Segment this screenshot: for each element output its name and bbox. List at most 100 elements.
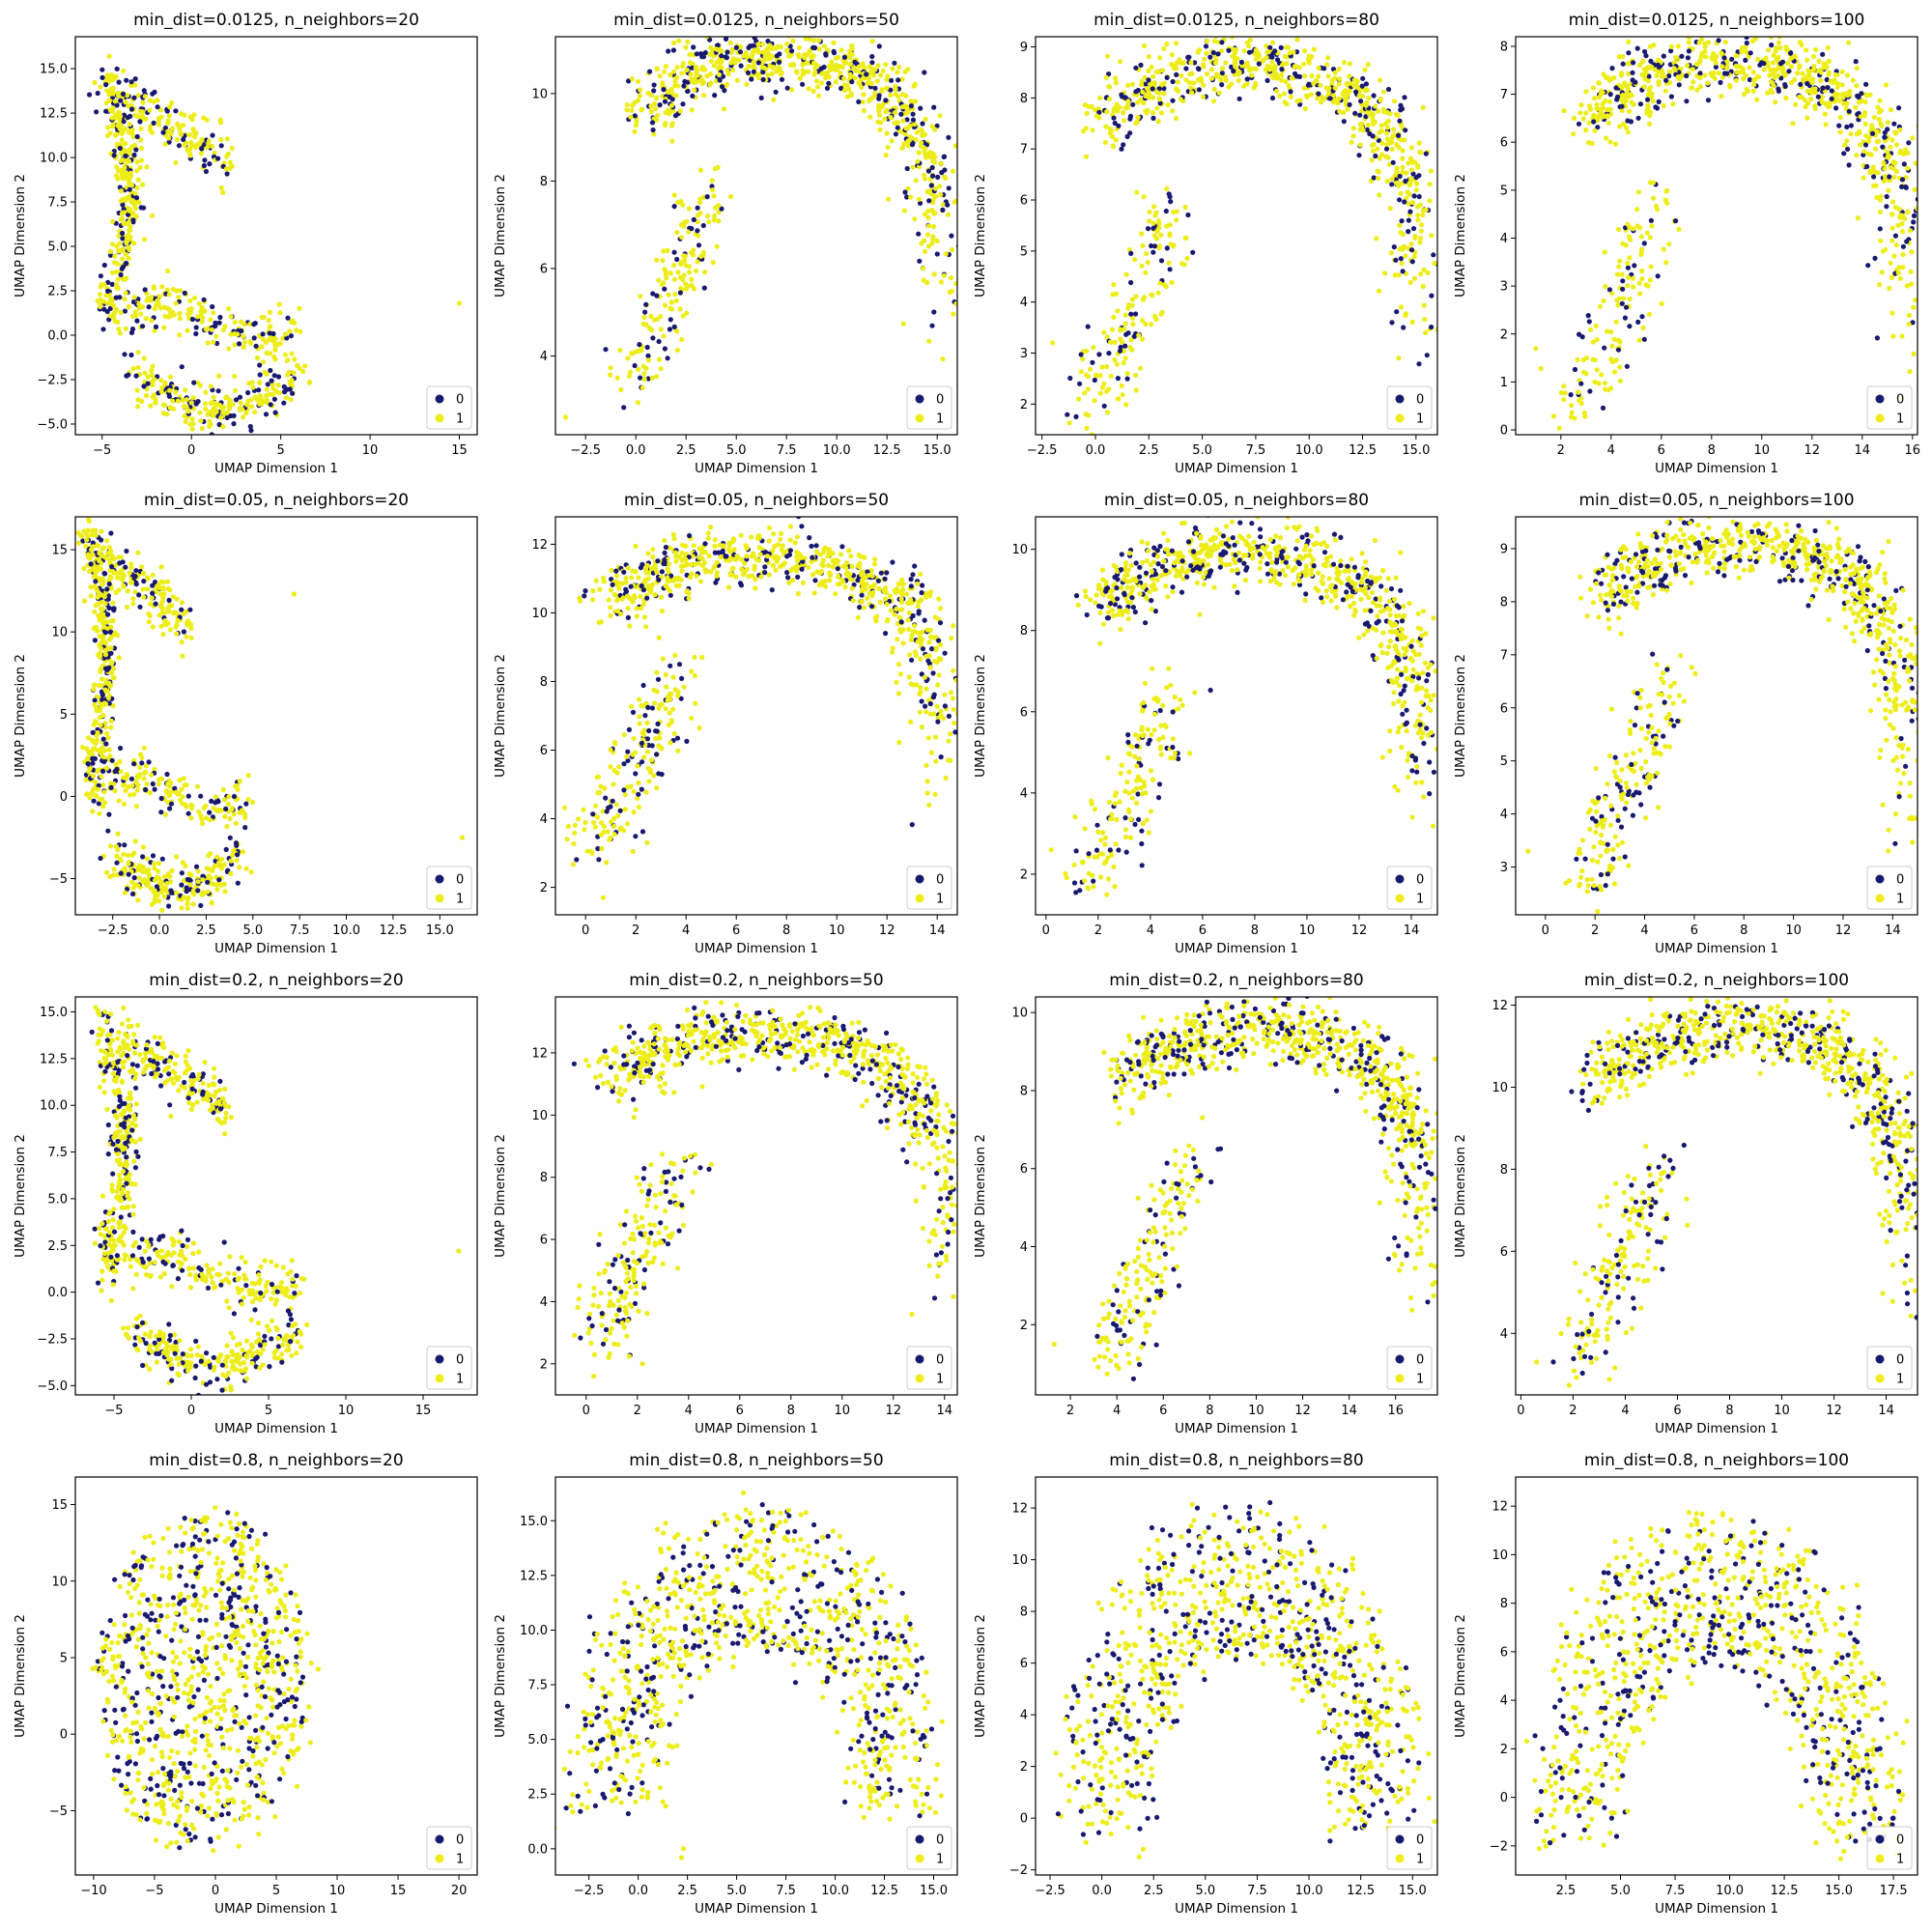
point-class-1 (164, 305, 170, 311)
point-class-1 (623, 580, 629, 585)
point-class-0 (719, 53, 724, 59)
point-class-1 (912, 216, 918, 222)
point-class-1 (261, 359, 267, 365)
point-class-0 (90, 755, 96, 761)
point-class-0 (185, 810, 191, 816)
point-class-0 (1400, 269, 1406, 274)
y-tick-label: 5.0 (47, 241, 68, 255)
point-class-1 (118, 198, 124, 204)
point-class-1 (275, 383, 281, 388)
point-class-1 (135, 93, 142, 99)
point-class-1 (1595, 117, 1601, 124)
point-class-1 (914, 129, 920, 135)
point-class-1 (185, 896, 190, 903)
point-class-1 (919, 128, 924, 133)
point-class-1 (655, 316, 661, 322)
point-class-1 (138, 157, 144, 163)
point-class-1 (111, 675, 117, 681)
point-class-1 (932, 211, 938, 216)
point-class-0 (1167, 267, 1173, 272)
point-class-1 (1599, 372, 1605, 378)
point-class-0 (1656, 99, 1662, 104)
point-class-1 (90, 747, 96, 753)
y-tick-label: 3 (1020, 347, 1028, 361)
point-class-1 (841, 60, 848, 66)
point-class-1 (880, 102, 886, 108)
point-class-1 (1105, 410, 1111, 415)
point-class-1 (1921, 229, 1923, 234)
point-class-1 (1647, 277, 1653, 283)
point-class-0 (1869, 130, 1876, 136)
point-class-1 (97, 551, 102, 556)
point-class-1 (912, 99, 919, 104)
point-class-1 (1750, 88, 1756, 94)
point-class-1 (1776, 37, 1782, 40)
point-class-0 (166, 597, 172, 603)
point-class-0 (1163, 208, 1169, 214)
point-class-0 (1363, 81, 1369, 87)
point-class-1 (119, 130, 125, 136)
point-class-1 (1822, 111, 1828, 117)
point-class-1 (247, 321, 253, 327)
point-class-0 (1628, 119, 1634, 125)
point-class-1 (648, 108, 654, 114)
point-class-1 (1398, 137, 1404, 143)
point-class-1 (240, 414, 246, 420)
point-class-0 (172, 785, 178, 791)
point-class-1 (1839, 69, 1845, 74)
point-class-0 (103, 108, 109, 114)
point-class-0 (131, 95, 137, 100)
point-class-0 (109, 281, 115, 287)
point-class-1 (1697, 74, 1703, 80)
point-class-1 (188, 625, 194, 632)
point-class-1 (1359, 125, 1365, 130)
point-class-1 (118, 554, 124, 560)
point-class-0 (1825, 85, 1831, 91)
point-class-1 (123, 99, 128, 105)
point-class-0 (1183, 66, 1189, 71)
point-class-1 (225, 801, 231, 807)
point-class-0 (1884, 204, 1889, 210)
point-class-1 (1868, 152, 1874, 157)
point-class-1 (654, 66, 660, 71)
point-class-0 (1364, 127, 1370, 132)
point-class-1 (924, 280, 930, 286)
point-class-1 (1097, 373, 1103, 379)
point-class-0 (1370, 133, 1376, 139)
point-class-0 (691, 216, 696, 222)
point-class-1 (1765, 90, 1771, 96)
point-class-1 (224, 410, 230, 416)
point-class-1 (127, 122, 132, 128)
point-class-1 (123, 326, 128, 331)
point-class-1 (880, 68, 886, 73)
point-class-0 (800, 81, 806, 87)
point-class-1 (1593, 323, 1599, 329)
point-class-1 (136, 774, 142, 780)
point-class-1 (919, 241, 924, 246)
point-class-0 (1397, 197, 1403, 203)
point-class-1 (185, 905, 190, 911)
point-class-1 (1875, 138, 1881, 144)
point-class-0 (1353, 89, 1359, 95)
point-class-1 (1191, 80, 1197, 86)
point-class-1 (1349, 139, 1354, 145)
point-class-1 (1889, 238, 1895, 243)
point-class-1 (1412, 234, 1418, 240)
point-class-1 (1128, 337, 1134, 343)
point-class-1 (1668, 43, 1675, 50)
point-class-1 (1891, 174, 1897, 180)
point-class-0 (696, 242, 702, 248)
point-class-1 (680, 63, 686, 70)
point-class-1 (146, 619, 152, 625)
point-class-1 (1797, 94, 1803, 99)
point-class-0 (108, 650, 114, 656)
point-class-1 (1568, 414, 1575, 420)
point-class-1 (102, 619, 108, 625)
point-class-1 (649, 327, 655, 333)
point-class-1 (806, 86, 811, 92)
point-class-1 (687, 270, 693, 275)
point-class-1 (633, 349, 639, 355)
point-class-1 (1175, 79, 1181, 85)
point-class-1 (456, 300, 463, 306)
point-class-1 (208, 421, 213, 427)
